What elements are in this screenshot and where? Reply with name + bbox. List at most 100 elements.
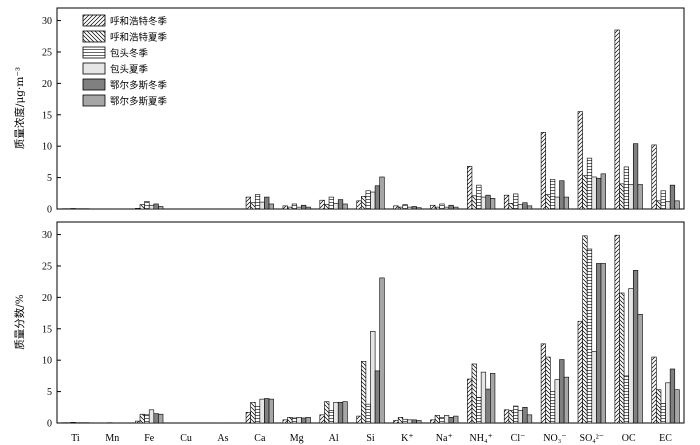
bar-ca-series-3 (254, 406, 261, 424)
x-tick-label-k: K⁺ (401, 433, 414, 444)
bar-cl-series-4 (517, 410, 523, 424)
bar-ec-series-4 (665, 382, 671, 424)
bar-no-series-3 (550, 179, 556, 210)
x-tick-label-mg: Mg (290, 433, 304, 444)
y-tick-label: 5 (47, 387, 52, 398)
bar-fe-series-2 (139, 413, 145, 424)
x-tick-label-fe: Fe (144, 433, 155, 444)
bar-no-series-1 (540, 343, 547, 424)
bar-mg-series-6 (305, 417, 311, 424)
bar-mg-series-5 (301, 417, 307, 424)
bar-mg-series-4 (296, 417, 302, 424)
bar-nh-series-3 (476, 184, 482, 210)
bar-si-series-3 (365, 190, 371, 210)
y-axis-title: 质量分数/% (13, 294, 26, 350)
bar-al-series-6 (342, 203, 348, 210)
legend-label: 鄂尔多斯夏季 (110, 96, 168, 108)
bar-si-series-6 (379, 176, 385, 210)
bar-na-series-6 (453, 415, 459, 424)
bar-mg-series-2 (287, 417, 293, 424)
legend-swatch (82, 30, 106, 43)
y-tick-label: 0 (47, 419, 52, 430)
x-tick-label-nh: NH₄⁺ (470, 433, 493, 444)
bar-no-series-6 (563, 196, 570, 210)
legend-swatch (82, 62, 106, 75)
bar-no-series-2 (545, 356, 551, 424)
y-tick-label: 15 (42, 324, 52, 335)
bar-al-series-3 (328, 410, 334, 424)
bar-ca-series-3 (254, 194, 261, 210)
x-tick-label-si: Si (366, 433, 375, 444)
bar-fe-series-4 (148, 204, 155, 210)
bar-ec-series-2 (656, 200, 662, 210)
bar-oc-series-3 (623, 166, 629, 210)
bar-so-series-2 (582, 175, 588, 210)
bar-cl-series-5 (522, 406, 528, 424)
bar-k-series-1 (393, 205, 399, 210)
bar-ca-series-6 (268, 203, 274, 210)
y-tick-label: 20 (42, 293, 52, 304)
bar-cl-series-4 (517, 204, 523, 210)
bar-k-series-3 (402, 204, 408, 210)
bar-oc-series-5 (632, 270, 639, 424)
bar-oc-series-3 (623, 375, 629, 424)
bar-cl-series-1 (503, 194, 510, 210)
bar-so-series-6 (600, 263, 606, 424)
x-tick-label-cl: Cl⁻ (511, 433, 526, 444)
bar-na-series-4 (443, 415, 450, 424)
bar-ec-series-6 (674, 389, 680, 424)
bar-ec-series-3 (660, 403, 666, 424)
legend-swatch (82, 78, 106, 91)
bar-no-series-4 (554, 196, 560, 210)
bar-al-series-5 (337, 401, 344, 424)
bar-mg-series-4 (296, 206, 302, 210)
x-tick-label-al: Al (329, 433, 339, 444)
y-tick-label: 5 (47, 173, 52, 184)
bar-fe-series-5 (153, 203, 159, 210)
x-tick-label-cu: Cu (180, 433, 192, 444)
bar-ca-series-5 (264, 398, 270, 424)
bar-oc-series-4 (628, 288, 634, 424)
bar-no-series-5 (559, 180, 565, 210)
bar-nh-series-4 (480, 196, 487, 210)
bar-si-series-1 (356, 415, 362, 424)
bar-ca-series-4 (259, 201, 265, 210)
legend-swatch (82, 94, 106, 107)
bar-al-series-1 (319, 414, 325, 424)
legend-label: 包头夏季 (110, 64, 149, 76)
y-tick-label: 20 (42, 79, 52, 90)
bar-ca-series-4 (259, 398, 265, 424)
bar-oc-series-1 (614, 29, 620, 210)
bar-fe-series-3 (144, 201, 150, 210)
panel-mass-fraction: 质量分数/% 0 5 10 15 20 25 30 Ti Mn Fe Cu As Ca Mg Al Si K⁺… (13, 221, 685, 444)
bar-cl-series-5 (522, 202, 528, 210)
legend-label: 鄂尔多斯冬季 (110, 80, 168, 92)
bar-no-series-5 (559, 359, 565, 424)
bar-ti-series-3 (70, 208, 76, 210)
bar-nh-series-5 (485, 194, 491, 210)
bar-series-group (61, 29, 680, 210)
legend-label: 呼和浩特夏季 (110, 32, 168, 44)
bar-na-series-1 (430, 419, 436, 424)
bar-al-series-2 (324, 204, 330, 210)
bar-al-series-2 (324, 401, 330, 424)
bar-ec-series-2 (656, 389, 662, 424)
y-tick-label: 30 (42, 16, 52, 27)
x-tick-label-no: NO₃⁻ (543, 433, 566, 444)
bar-ec-series-5 (669, 184, 676, 210)
bar-fe-series-4 (148, 409, 155, 424)
bar-k-series-5 (411, 419, 417, 424)
bar-ca-series-2 (250, 401, 256, 424)
x-tick-label-as: As (217, 433, 228, 444)
bar-na-series-6 (453, 206, 459, 210)
bar-al-series-6 (342, 401, 348, 424)
bar-al-series-4 (333, 401, 339, 424)
bar-so-series-4 (591, 176, 597, 210)
bar-si-series-6 (379, 277, 385, 424)
bar-cl-series-3 (513, 193, 519, 210)
bar-oc-series-6 (637, 184, 643, 210)
bar-ca-series-1 (245, 412, 251, 424)
x-tick-label-oc: OC (622, 433, 636, 444)
bar-nh-series-5 (485, 388, 491, 424)
